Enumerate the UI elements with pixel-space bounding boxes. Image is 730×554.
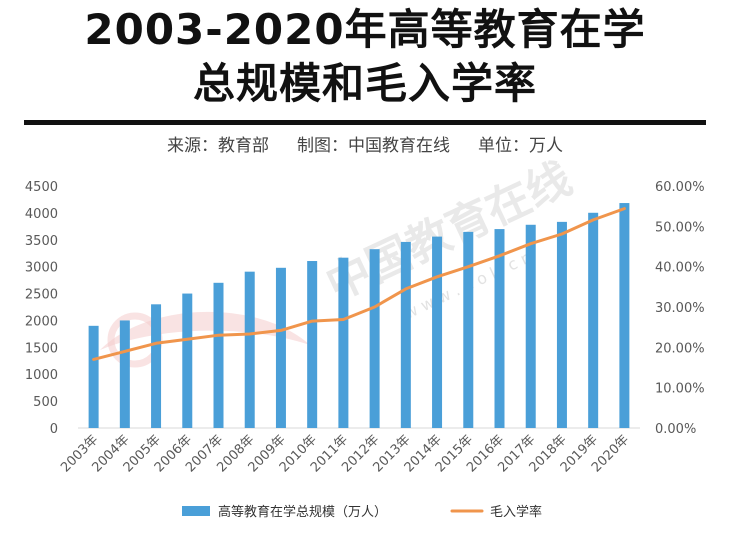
source-text: 来源：教育部	[167, 136, 269, 156]
bar	[369, 249, 380, 428]
bar	[525, 224, 536, 428]
left-tick-label: 1500	[25, 341, 58, 356]
bar	[463, 231, 474, 428]
bar	[588, 212, 599, 428]
bar	[619, 203, 630, 428]
right-tick-label: 0.00%	[655, 422, 696, 437]
bar	[182, 293, 193, 428]
left-axis: 0 500 1000 1500 2000 2500 3000 3500 4000 4500	[25, 180, 58, 437]
left-tick-label: 500	[33, 395, 58, 410]
left-tick-label: 3500	[25, 234, 58, 249]
bar	[494, 229, 505, 428]
bar	[151, 304, 162, 428]
bar	[119, 320, 130, 428]
left-tick-label: 1000	[25, 368, 58, 383]
bar	[213, 282, 224, 428]
bar	[338, 257, 349, 428]
right-tick-label: 10.00%	[655, 382, 705, 397]
right-tick-label: 30.00%	[655, 301, 705, 316]
legend: 高等教育在学总规模（万人） 毛入学率	[182, 504, 542, 520]
right-tick-label: 50.00%	[655, 220, 705, 235]
legend-swatch-bar	[182, 506, 210, 516]
title-divider	[24, 120, 706, 125]
right-tick-label: 60.00%	[655, 180, 705, 195]
left-tick-label: 0	[50, 422, 58, 437]
left-tick-label: 2000	[25, 314, 58, 329]
bar	[275, 267, 286, 428]
left-tick-label: 3000	[25, 261, 58, 276]
charted-by-text: 制图：中国教育在线	[297, 136, 450, 156]
rate-line-series	[92, 207, 626, 361]
x-axis-labels: 2003年2004年2005年2006年2007年2008年2009年2010年…	[58, 432, 632, 475]
right-tick-label: 40.00%	[655, 261, 705, 276]
bar	[307, 261, 318, 428]
legend-label-line: 毛入学率	[490, 504, 542, 520]
bar	[400, 241, 411, 428]
bar	[88, 325, 99, 428]
page-title-line-2: 总规模和毛入学率	[192, 59, 537, 108]
page-title-line-1: 2003-2020年高等教育在学	[84, 5, 646, 54]
right-tick-label: 20.00%	[655, 341, 705, 356]
right-axis: 0.00% 10.00% 20.00% 30.00% 40.00% 50.00% 60.00…	[655, 180, 705, 437]
bar	[432, 236, 443, 428]
source-line: 来源：教育部 制图：中国教育在线 单位：万人	[0, 134, 730, 158]
legend-label-bar: 高等教育在学总规模（万人）	[218, 504, 387, 520]
left-tick-label: 2500	[25, 288, 58, 303]
left-tick-label: 4000	[25, 207, 58, 222]
bar	[244, 271, 255, 428]
unit-text: 单位：万人	[478, 136, 563, 156]
bar	[556, 221, 567, 428]
left-tick-label: 4500	[25, 180, 58, 195]
bar-series	[88, 203, 630, 428]
